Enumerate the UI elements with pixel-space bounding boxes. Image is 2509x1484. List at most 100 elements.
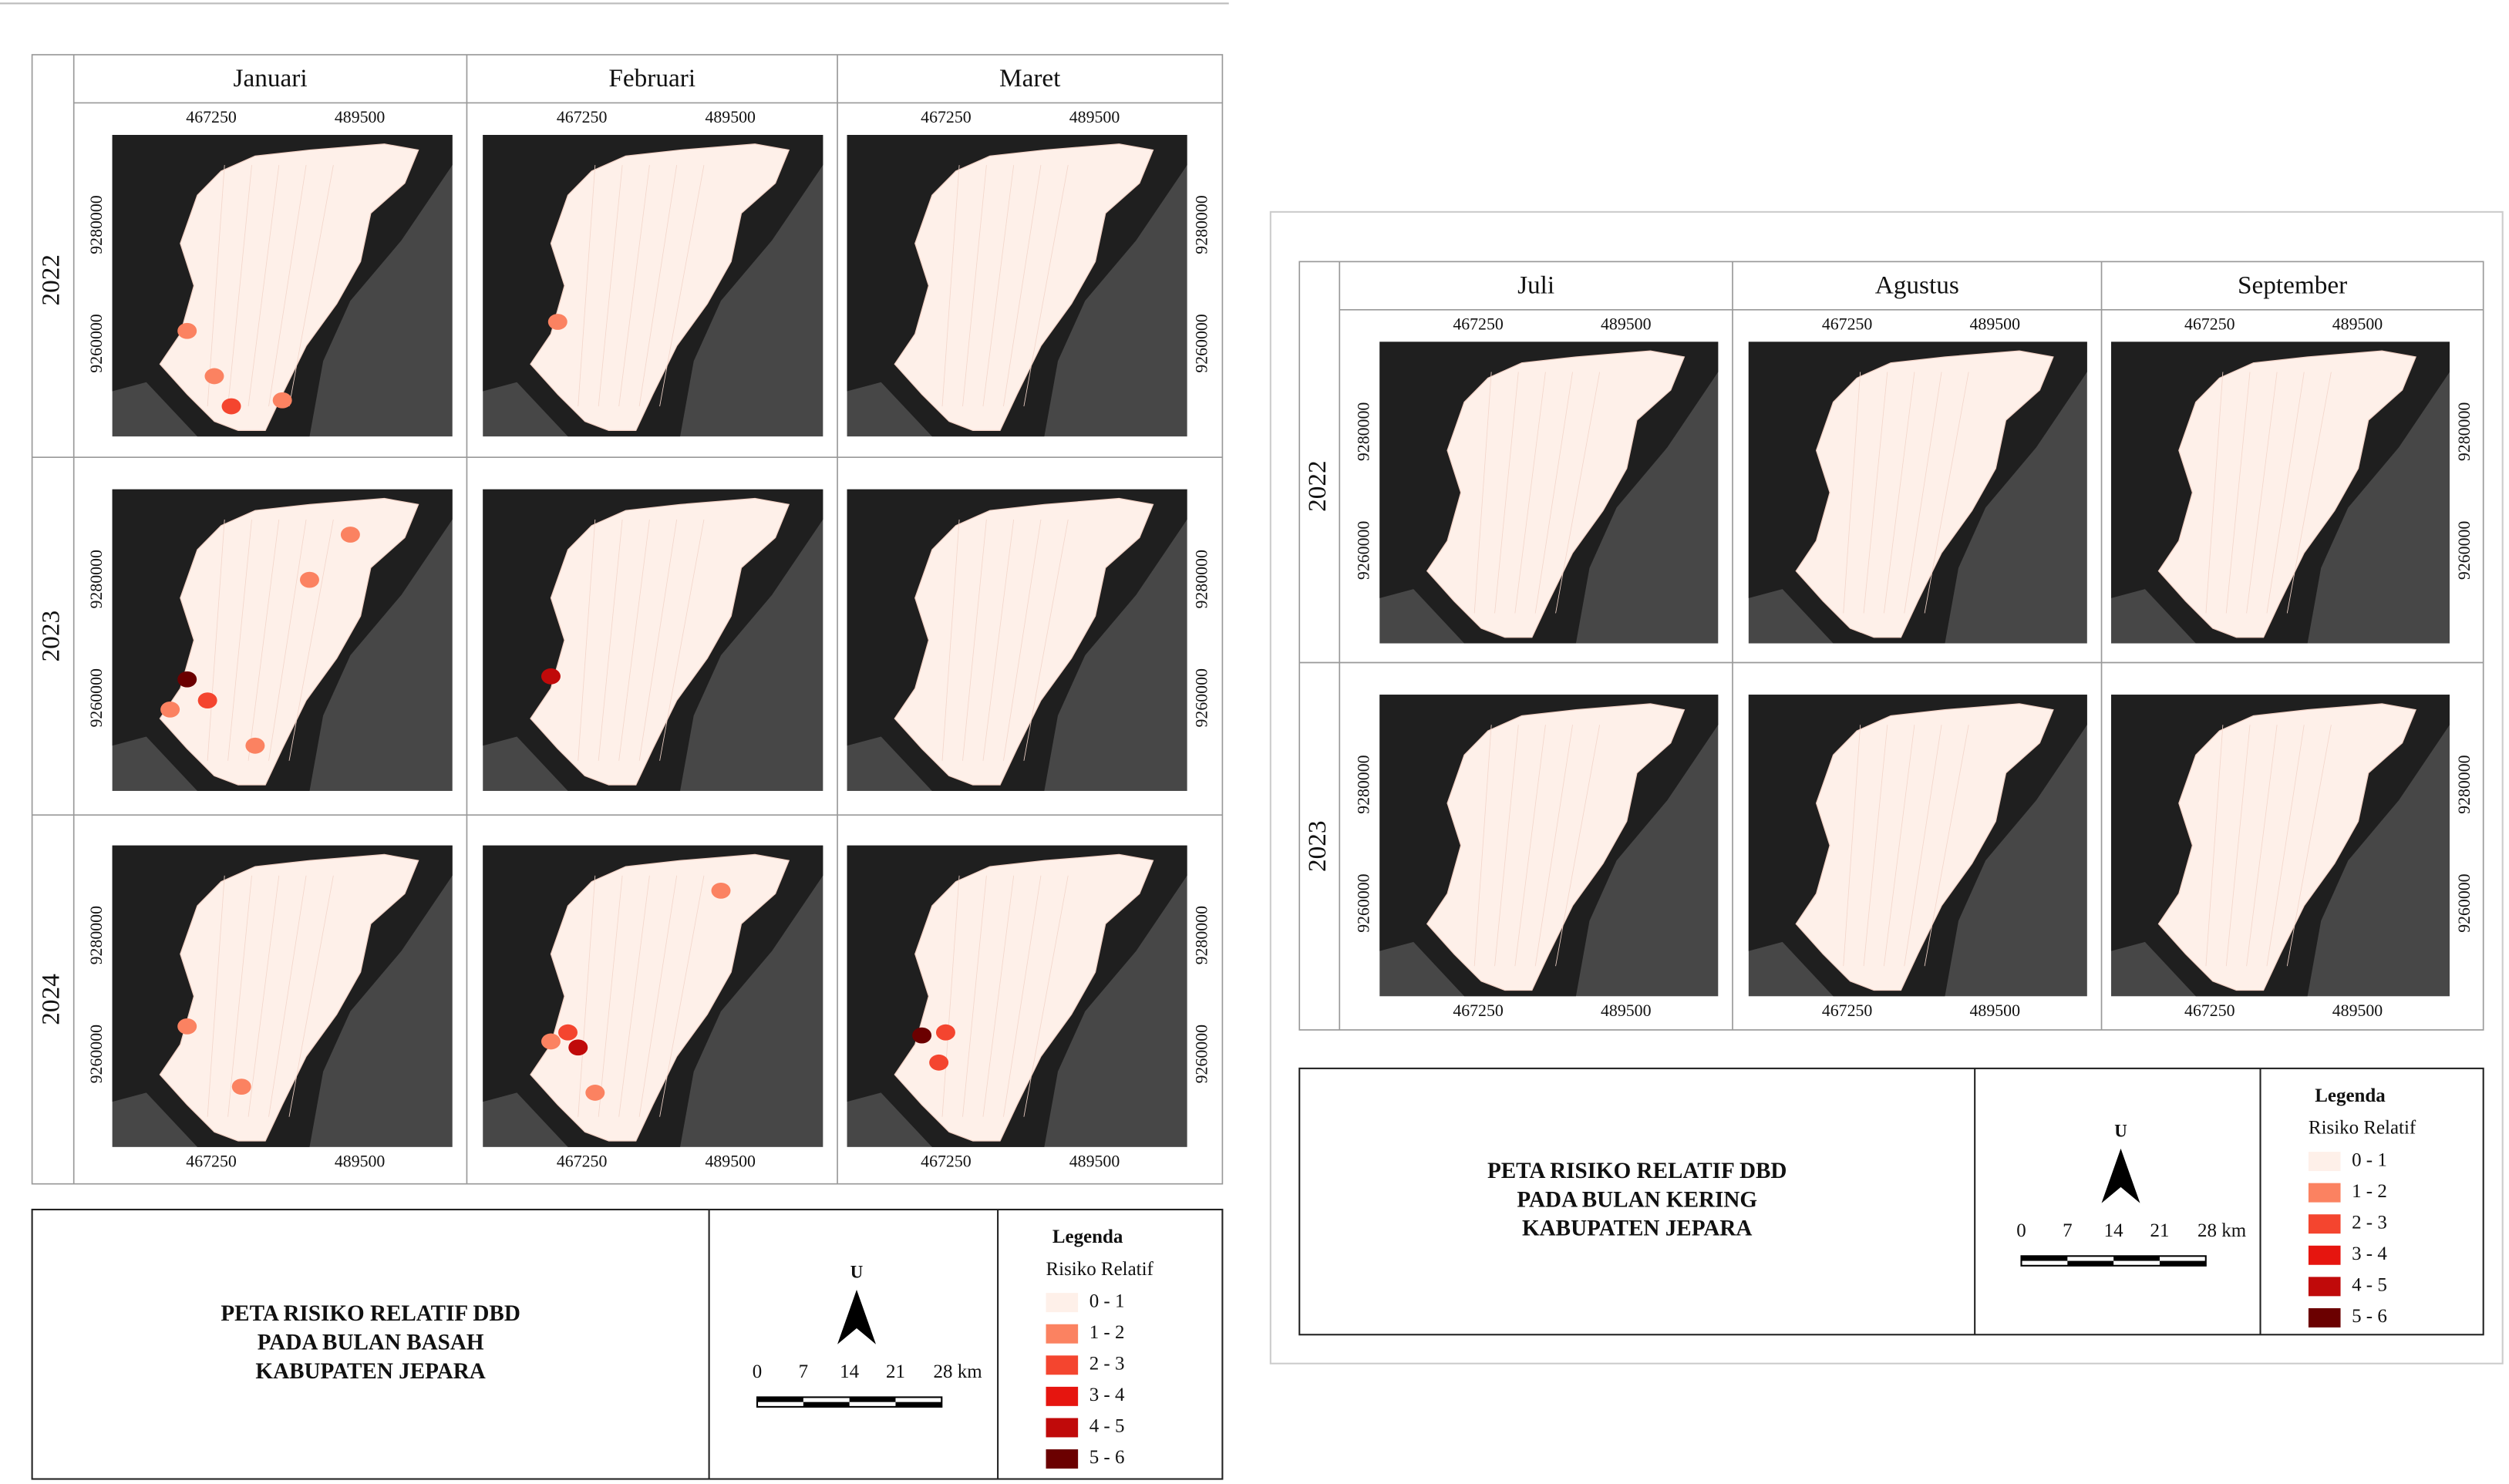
legend-swatch xyxy=(2308,1307,2341,1328)
scale-label: 7 xyxy=(2063,1220,2072,1241)
right-panel-border xyxy=(1269,210,2504,1365)
month-label: Februari xyxy=(608,64,695,93)
district-boundary xyxy=(1884,372,1915,614)
info-box xyxy=(31,1208,1224,1480)
north-label: U xyxy=(850,1262,864,1281)
risk-area xyxy=(912,1027,932,1044)
risk-area xyxy=(231,1079,251,1095)
legend-swatch xyxy=(1046,1386,1079,1406)
risk-area xyxy=(558,1024,578,1041)
district-boundary xyxy=(207,519,225,761)
scale-segment xyxy=(757,1397,803,1402)
scale-segment xyxy=(803,1402,850,1407)
district-boundary xyxy=(962,165,987,407)
district-boundary xyxy=(941,519,960,761)
x-coordinate: 489500 xyxy=(2332,1001,2383,1020)
risk-area xyxy=(177,322,197,339)
panel-frame xyxy=(31,54,1224,1185)
x-coordinate: 467250 xyxy=(1453,1001,1504,1020)
legend-title: Legenda xyxy=(1052,1227,1123,1247)
month-label: September xyxy=(2238,271,2347,299)
district-boundary xyxy=(1473,372,1492,614)
scale-segment xyxy=(2113,1256,2160,1261)
x-coordinate: 467250 xyxy=(557,108,608,126)
risk-area xyxy=(568,1039,588,1056)
x-coordinate: 489500 xyxy=(1601,315,1652,334)
legend-swatch xyxy=(2308,1214,2341,1234)
legend-swatch xyxy=(2308,1277,2341,1297)
y-coordinate: 9260000 xyxy=(87,314,106,372)
land xyxy=(894,497,1154,786)
district-boundary xyxy=(638,519,678,761)
district-boundary xyxy=(1904,725,1942,967)
district-boundary xyxy=(598,875,623,1117)
district-boundary xyxy=(941,875,960,1117)
map-title: PADA BULAN BASAH xyxy=(258,1330,484,1354)
risk-area xyxy=(177,1018,197,1035)
risk-area xyxy=(299,571,319,588)
x-coordinate: 489500 xyxy=(335,1153,386,1171)
district-boundary xyxy=(598,519,623,761)
y-coordinate: 9280000 xyxy=(1355,402,1373,461)
scale-label: 0 xyxy=(753,1361,762,1382)
district-boundary xyxy=(1555,725,1601,967)
legend-swatch xyxy=(1046,1293,1079,1313)
year-label: 2023 xyxy=(1303,820,1332,872)
risk-area xyxy=(929,1054,949,1071)
legend-label: 0 - 1 xyxy=(1089,1291,1125,1311)
y-coordinate: 9260000 xyxy=(1192,314,1211,372)
land xyxy=(1426,350,1686,638)
district-boundary xyxy=(1473,725,1492,967)
district-boundary xyxy=(227,875,252,1117)
district-boundary xyxy=(288,165,334,407)
y-coordinate: 9260000 xyxy=(1192,668,1211,727)
district-boundary xyxy=(941,165,960,407)
x-coordinate: 489500 xyxy=(705,108,756,126)
x-coordinate: 467250 xyxy=(1453,315,1504,334)
district-boundary xyxy=(1023,875,1069,1117)
legend-subtitle: Risiko Relatif xyxy=(2309,1118,2416,1139)
north-label: U xyxy=(2114,1121,2127,1140)
district-boundary xyxy=(1514,372,1546,614)
district-boundary xyxy=(227,519,252,761)
district-boundary xyxy=(578,165,596,407)
district-boundary xyxy=(2205,372,2224,614)
x-coordinate: 489500 xyxy=(1069,1153,1120,1171)
scale-segment xyxy=(849,1397,896,1402)
y-coordinate: 9280000 xyxy=(87,195,106,254)
district-boundary xyxy=(1904,372,1942,614)
risk-area xyxy=(340,527,360,543)
y-coordinate: 9260000 xyxy=(2455,873,2474,932)
info-box xyxy=(1298,1067,2484,1336)
map-title: PETA RISIKO RELATIF DBD xyxy=(1487,1159,1787,1183)
district-boundary xyxy=(1003,875,1042,1117)
y-coordinate: 9280000 xyxy=(2455,402,2474,461)
district-boundary xyxy=(248,519,280,761)
district-boundary xyxy=(1003,165,1042,407)
legend-label: 2 - 3 xyxy=(1089,1354,1125,1375)
district-boundary xyxy=(598,165,623,407)
y-coordinate: 9280000 xyxy=(1192,906,1211,964)
scale-segment xyxy=(895,1402,942,1407)
district-boundary xyxy=(248,165,280,407)
district-boundary xyxy=(638,165,678,407)
x-coordinate: 467250 xyxy=(186,108,237,126)
y-coordinate: 9280000 xyxy=(1192,195,1211,254)
year-label: 2022 xyxy=(1303,460,1332,512)
district-boundary xyxy=(962,875,987,1117)
legend-label: 1 - 2 xyxy=(2352,1181,2387,1202)
district-boundary xyxy=(578,519,596,761)
legend-swatch xyxy=(1046,1324,1079,1344)
land xyxy=(1795,350,2054,638)
district-boundary xyxy=(1555,372,1601,614)
legend-swatch xyxy=(1046,1418,1079,1438)
legend-swatch xyxy=(1046,1449,1079,1469)
risk-area xyxy=(541,668,561,685)
district-boundary xyxy=(1534,372,1573,614)
legend-label: 3 - 4 xyxy=(1089,1385,1125,1405)
district-boundary xyxy=(227,165,252,407)
x-coordinate: 467250 xyxy=(2184,1001,2235,1020)
legend-label: 5 - 6 xyxy=(1089,1447,1125,1468)
district-boundary xyxy=(618,875,650,1117)
district-boundary xyxy=(1494,372,1519,614)
